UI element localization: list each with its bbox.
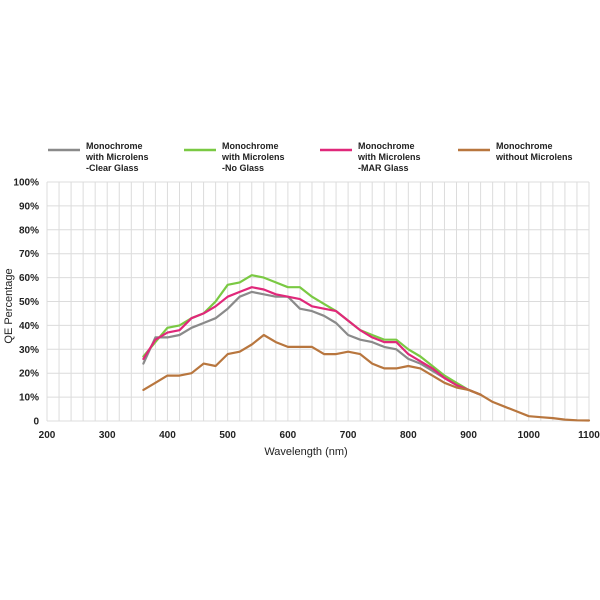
y-tick-label: 90% bbox=[19, 201, 39, 212]
legend-label: without Microlens bbox=[495, 152, 573, 162]
y-tick-label: 40% bbox=[19, 321, 39, 332]
x-axis-title: Wavelength (nm) bbox=[264, 446, 347, 458]
x-axis-ticks: 200 300 400 500 600 700 800 900 1000 1100 bbox=[39, 430, 600, 441]
y-tick-label: 50% bbox=[19, 297, 39, 308]
x-tick-label: 1100 bbox=[578, 430, 600, 441]
y-tick-label: 80% bbox=[19, 225, 39, 236]
x-tick-label: 1000 bbox=[518, 430, 541, 441]
series-line-3 bbox=[142, 286, 482, 396]
x-tick-label: 500 bbox=[219, 430, 236, 441]
grid bbox=[46, 181, 590, 422]
legend-label: Monochrome bbox=[86, 141, 143, 151]
legend-label: -No Glass bbox=[222, 163, 264, 173]
y-axis-ticks: 0 10% 20% 30% 40% 50% 60% 70% 80% 90% 100% bbox=[13, 178, 39, 428]
x-tick-label: 400 bbox=[159, 430, 176, 441]
legend-label: -Clear Glass bbox=[86, 163, 139, 173]
legend-label: with Microlens bbox=[357, 152, 421, 162]
legend-label: Monochrome bbox=[496, 141, 553, 151]
legend-label: -MAR Glass bbox=[358, 163, 409, 173]
legend-label: with Microlens bbox=[85, 152, 149, 162]
y-axis-title: QE Percentage bbox=[3, 268, 15, 343]
series-group bbox=[142, 274, 591, 422]
x-tick-label: 600 bbox=[280, 430, 297, 441]
series-line-1 bbox=[142, 290, 482, 396]
y-tick-label: 30% bbox=[19, 345, 39, 356]
x-tick-label: 700 bbox=[340, 430, 357, 441]
series-line-4 bbox=[142, 333, 591, 422]
legend-label: with Microlens bbox=[221, 152, 285, 162]
y-tick-label: 10% bbox=[19, 393, 39, 404]
x-tick-label: 800 bbox=[400, 430, 417, 441]
y-tick-label: 20% bbox=[19, 369, 39, 380]
y-tick-label: 60% bbox=[19, 273, 39, 284]
legend-label: Monochrome bbox=[358, 141, 415, 151]
x-tick-label: 300 bbox=[99, 430, 116, 441]
y-tick-label: 0 bbox=[33, 417, 39, 428]
y-tick-label: 100% bbox=[13, 178, 39, 189]
legend-label: Monochrome bbox=[222, 141, 279, 151]
y-tick-label: 70% bbox=[19, 249, 39, 260]
x-tick-label: 200 bbox=[39, 430, 56, 441]
x-tick-label: 900 bbox=[460, 430, 477, 441]
